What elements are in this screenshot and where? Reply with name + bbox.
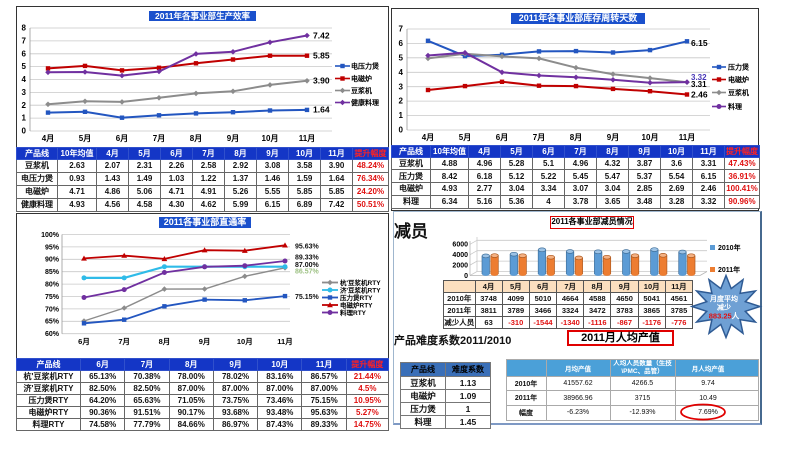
svg-text:2011年: 2011年 [718,265,740,274]
svg-text:电磁炉RTY: 电磁炉RTY [340,300,373,309]
svg-text:7: 7 [399,25,404,34]
svg-text:6000: 6000 [452,242,468,249]
svg-text:11月: 11月 [277,337,292,346]
svg-text:9月: 9月 [607,133,619,142]
svg-text:2010年: 2010年 [718,243,741,252]
svg-text:5: 5 [399,53,404,62]
svg-text:济'豆浆机RTY: 济'豆浆机RTY [340,285,381,294]
svg-text:8月: 8月 [159,337,171,346]
svg-text:3.32: 3.32 [691,73,707,82]
svg-text:月度平均: 月度平均 [709,294,738,303]
svg-text:75.15%: 75.15% [295,294,320,301]
svg-text:6: 6 [22,49,27,58]
svg-text:3.31: 3.31 [691,80,707,89]
svg-text:95.63%: 95.63% [295,244,320,251]
svg-text:压力煲RTY: 压力煲RTY [340,293,373,302]
svg-text:6月: 6月 [496,133,508,142]
svg-text:5.85: 5.85 [313,51,330,61]
svg-text:电磁炉: 电磁炉 [351,74,372,83]
svg-text:3: 3 [399,82,404,91]
svg-text:豆浆机: 豆浆机 [728,88,749,97]
svg-text:90%: 90% [45,257,60,264]
svg-text:健康料理: 健康料理 [351,98,379,107]
svg-text:电磁炉: 电磁炉 [728,75,749,84]
svg-text:0: 0 [399,126,404,135]
svg-text:10月: 10月 [642,133,659,142]
svg-text:豆浆机: 豆浆机 [351,86,372,95]
svg-text:89.33%: 89.33% [295,255,320,262]
svg-text:5月: 5月 [459,133,471,142]
svg-text:0: 0 [22,127,27,136]
svg-text:80%: 80% [45,282,60,289]
svg-text:4月: 4月 [42,134,54,143]
svg-text:3.90: 3.90 [313,76,330,86]
svg-text:6.15: 6.15 [691,38,708,48]
svg-text:0: 0 [464,273,468,280]
svg-text:5: 5 [22,62,27,71]
svg-text:100%: 100% [41,232,60,239]
svg-text:87.00%: 87.00% [295,262,320,269]
svg-text:6月: 6月 [116,134,128,143]
svg-text:7.42: 7.42 [313,30,330,40]
svg-text:10月: 10月 [262,134,279,143]
svg-text:杭'豆浆机RTY: 杭'豆浆机RTY [340,278,381,287]
svg-text:4: 4 [22,75,27,84]
svg-text:8: 8 [22,24,27,33]
svg-text:压力煲: 压力煲 [728,63,750,72]
svg-text:3: 3 [22,88,27,97]
svg-text:883.25人: 883.25人 [709,312,740,321]
svg-text:4000: 4000 [452,252,468,259]
svg-text:65%: 65% [45,319,60,326]
svg-text:75%: 75% [45,294,60,301]
svg-text:70%: 70% [45,306,60,313]
svg-text:料理: 料理 [728,102,742,111]
svg-text:7月: 7月 [118,337,130,346]
svg-text:8月: 8月 [570,133,582,142]
svg-text:7: 7 [22,37,27,46]
svg-text:9月: 9月 [199,337,211,346]
svg-text:1.64: 1.64 [313,105,330,115]
svg-text:料理RTY: 料理RTY [340,308,367,317]
svg-text:减少: 减少 [717,303,731,312]
svg-text:6: 6 [399,39,404,48]
svg-text:7月: 7月 [153,134,165,143]
svg-text:2: 2 [399,97,404,106]
svg-text:95%: 95% [45,244,60,251]
svg-text:86.57%: 86.57% [295,269,320,276]
svg-text:10月: 10月 [237,337,253,346]
svg-text:2: 2 [22,101,27,110]
svg-text:6月: 6月 [78,337,90,346]
svg-text:11月: 11月 [299,134,315,143]
svg-text:电压力煲: 电压力煲 [351,62,380,71]
svg-text:60%: 60% [45,331,60,338]
svg-text:2000: 2000 [452,263,468,270]
svg-text:11月: 11月 [679,133,695,142]
svg-text:4: 4 [399,68,404,77]
svg-text:1: 1 [22,114,27,123]
svg-text:85%: 85% [45,269,60,276]
svg-text:5月: 5月 [79,134,91,143]
svg-text:4月: 4月 [422,133,434,142]
svg-text:9月: 9月 [227,134,239,143]
svg-text:8月: 8月 [190,134,202,143]
svg-text:1: 1 [399,111,404,120]
svg-text:2.46: 2.46 [691,90,708,100]
svg-text:7月: 7月 [533,133,545,142]
